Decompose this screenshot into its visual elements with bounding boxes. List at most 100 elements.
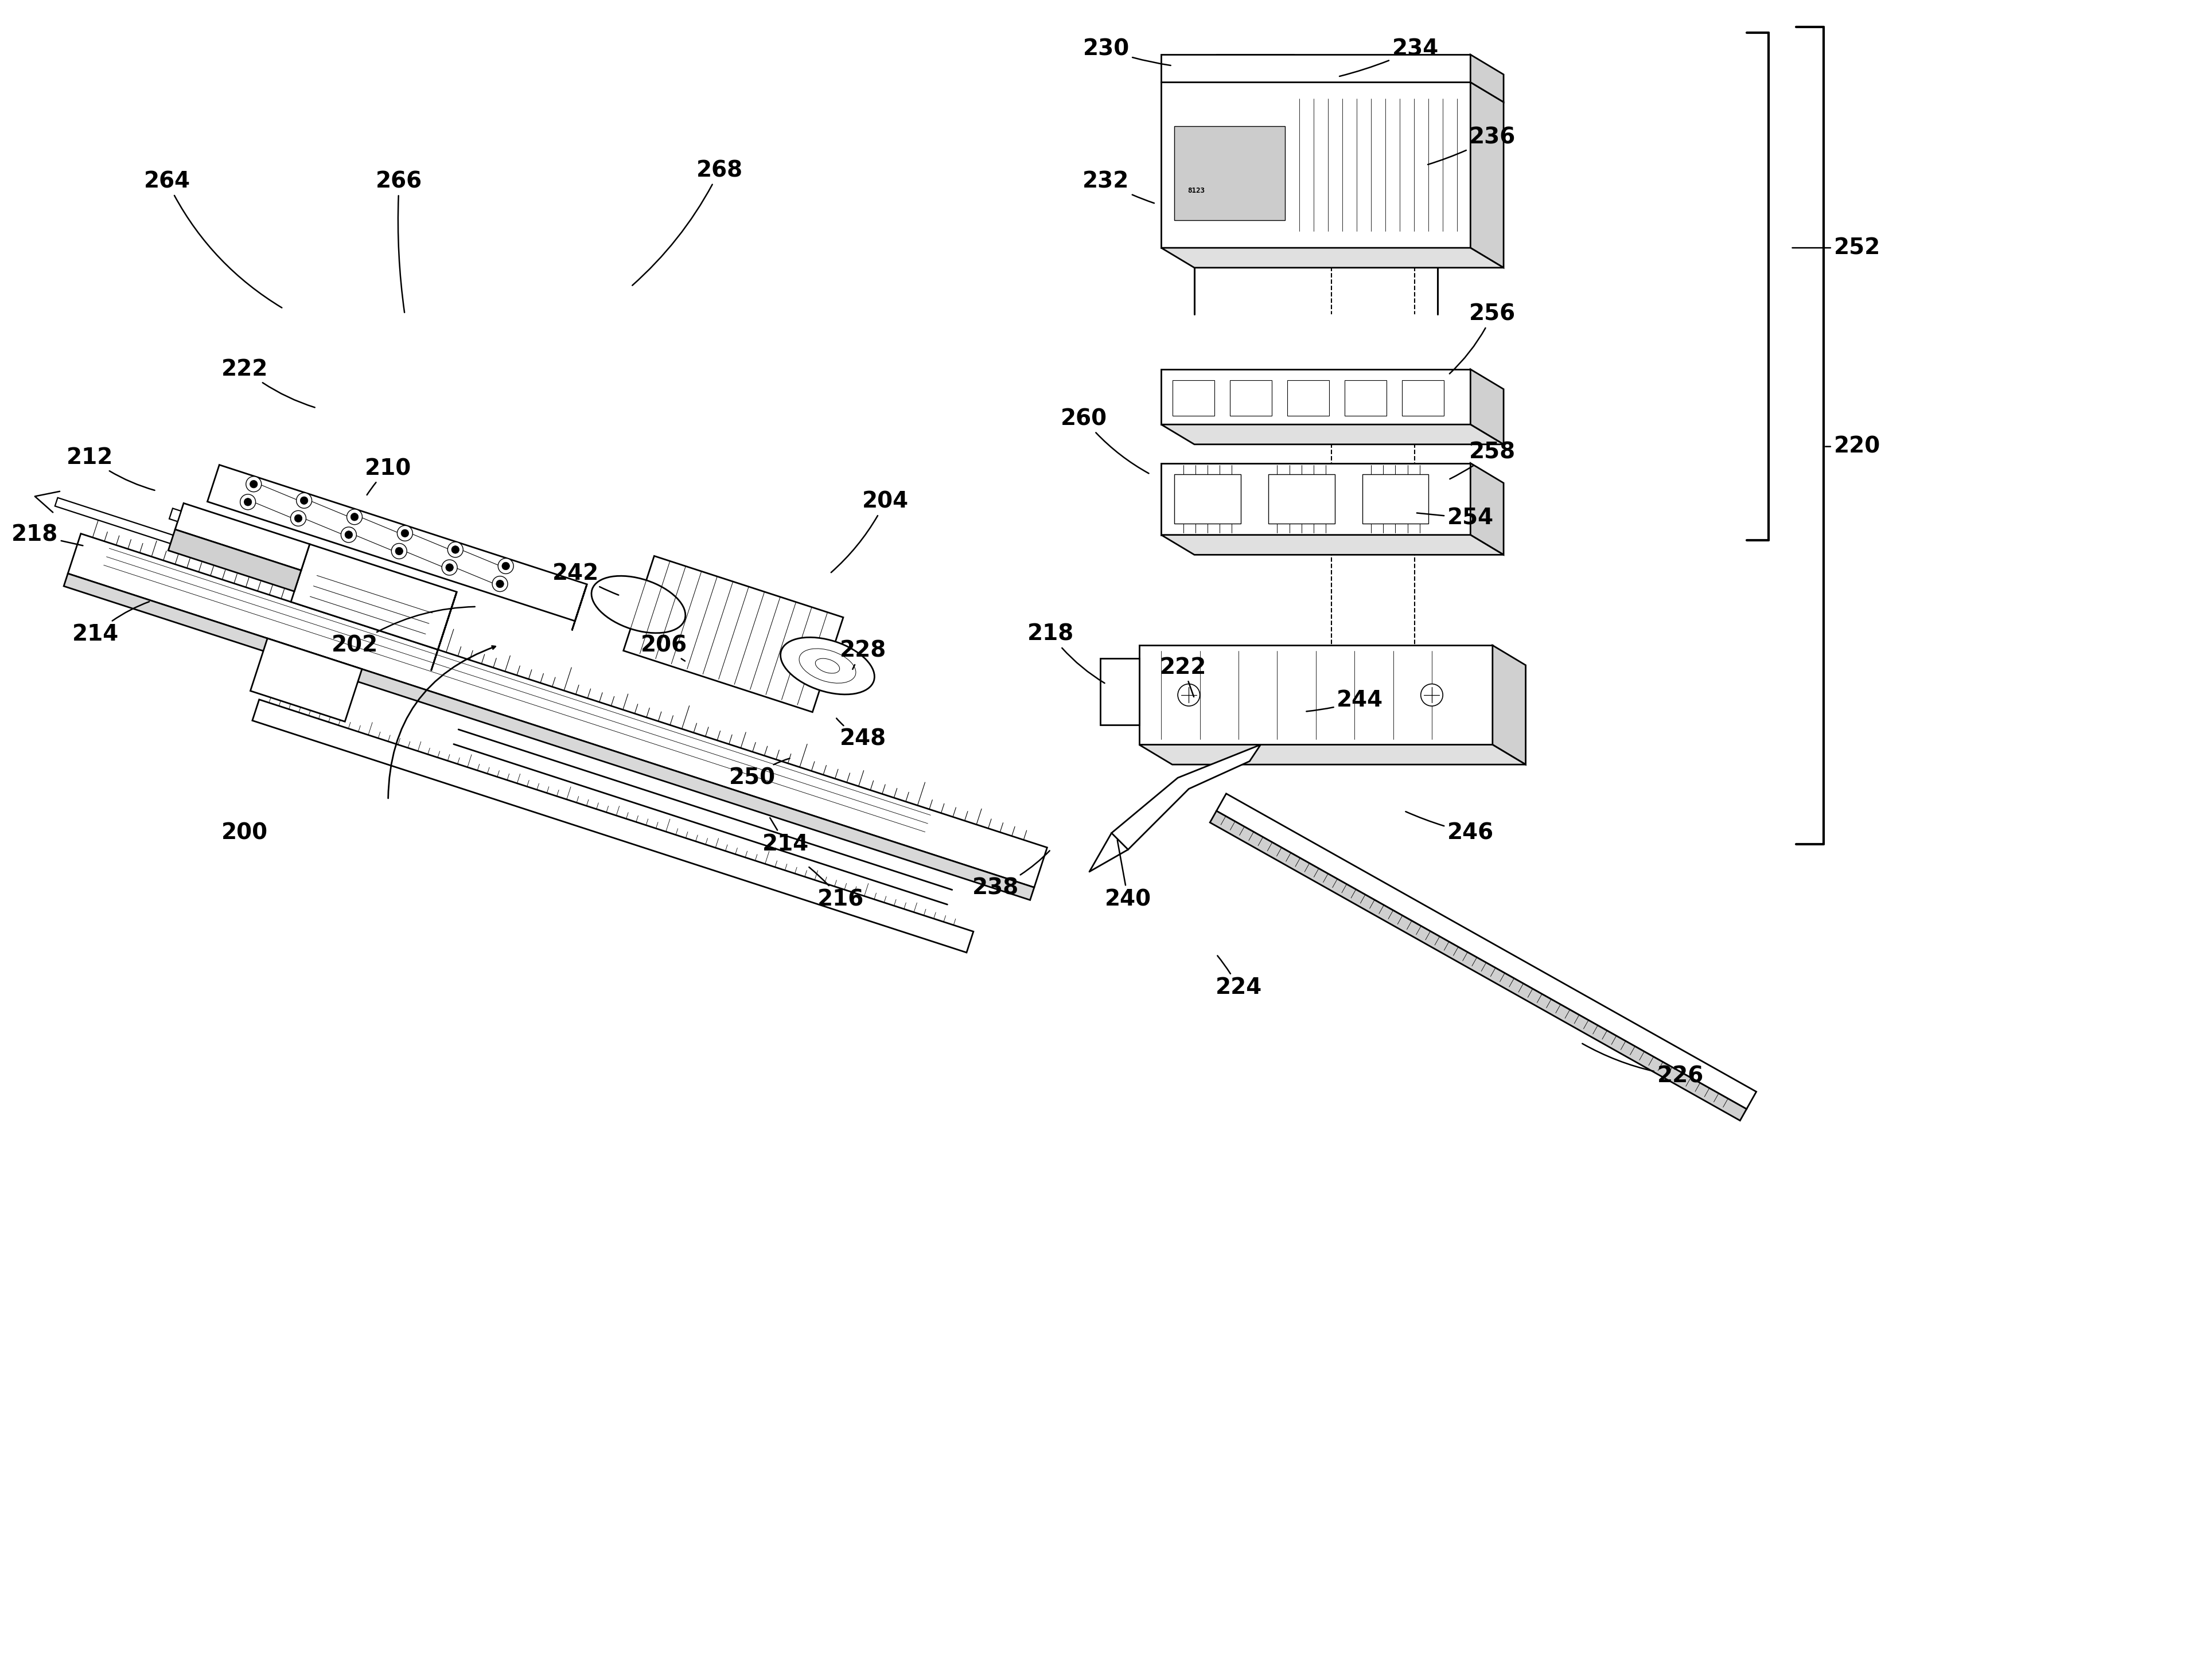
Polygon shape bbox=[1175, 127, 1285, 220]
Text: 254: 254 bbox=[1418, 508, 1493, 530]
Polygon shape bbox=[69, 533, 1046, 888]
Polygon shape bbox=[252, 700, 973, 953]
Text: 212: 212 bbox=[66, 446, 155, 490]
Circle shape bbox=[290, 511, 305, 526]
Circle shape bbox=[1177, 685, 1199, 706]
Polygon shape bbox=[1161, 55, 1471, 82]
Polygon shape bbox=[1172, 380, 1214, 415]
Polygon shape bbox=[1471, 370, 1504, 445]
Ellipse shape bbox=[816, 658, 841, 673]
Text: 250: 250 bbox=[730, 758, 790, 788]
Text: 214: 214 bbox=[763, 818, 810, 855]
Text: 214: 214 bbox=[73, 601, 148, 645]
Circle shape bbox=[498, 558, 513, 573]
Circle shape bbox=[296, 493, 312, 508]
Polygon shape bbox=[1267, 475, 1334, 523]
Polygon shape bbox=[1161, 248, 1504, 268]
Polygon shape bbox=[1471, 82, 1504, 268]
Polygon shape bbox=[1161, 370, 1471, 425]
Polygon shape bbox=[1161, 535, 1504, 555]
Text: 268: 268 bbox=[633, 160, 743, 285]
Text: 248: 248 bbox=[836, 718, 887, 750]
Polygon shape bbox=[573, 585, 586, 630]
Polygon shape bbox=[1139, 645, 1493, 745]
Text: 228: 228 bbox=[841, 640, 887, 670]
Polygon shape bbox=[170, 508, 181, 521]
Polygon shape bbox=[1110, 745, 1261, 850]
Text: 222: 222 bbox=[221, 358, 314, 408]
Text: 200: 200 bbox=[221, 821, 268, 845]
Polygon shape bbox=[1287, 380, 1329, 415]
Text: 224: 224 bbox=[1214, 956, 1261, 998]
Text: 234: 234 bbox=[1340, 38, 1438, 77]
Text: 258: 258 bbox=[1449, 441, 1515, 480]
Text: 256: 256 bbox=[1449, 303, 1515, 373]
Text: 216: 216 bbox=[810, 866, 865, 910]
Circle shape bbox=[341, 526, 356, 543]
Text: 236: 236 bbox=[1427, 127, 1515, 165]
Text: 266: 266 bbox=[376, 170, 422, 313]
Text: 260: 260 bbox=[1060, 408, 1148, 473]
Polygon shape bbox=[250, 638, 363, 721]
Ellipse shape bbox=[591, 576, 686, 633]
Polygon shape bbox=[55, 498, 294, 583]
Polygon shape bbox=[292, 545, 456, 650]
Text: 222: 222 bbox=[1159, 656, 1208, 696]
Text: 204: 204 bbox=[832, 491, 909, 573]
Polygon shape bbox=[1217, 793, 1756, 1110]
Circle shape bbox=[400, 530, 409, 536]
Polygon shape bbox=[64, 573, 1035, 900]
Text: 244: 244 bbox=[1307, 690, 1382, 711]
Polygon shape bbox=[1139, 745, 1526, 765]
Circle shape bbox=[246, 476, 261, 491]
Text: 264: 264 bbox=[144, 170, 281, 308]
Circle shape bbox=[445, 563, 453, 571]
Text: 8123: 8123 bbox=[1188, 187, 1206, 195]
Text: 252: 252 bbox=[1792, 237, 1880, 258]
Circle shape bbox=[301, 496, 307, 505]
Polygon shape bbox=[1493, 645, 1526, 765]
Polygon shape bbox=[1471, 463, 1504, 555]
Text: 202: 202 bbox=[332, 606, 476, 656]
Circle shape bbox=[241, 495, 257, 510]
Circle shape bbox=[396, 546, 403, 555]
Text: 218: 218 bbox=[11, 525, 82, 546]
Text: 238: 238 bbox=[973, 851, 1051, 900]
Polygon shape bbox=[1230, 380, 1272, 415]
Circle shape bbox=[442, 560, 458, 575]
Text: 246: 246 bbox=[1405, 811, 1493, 845]
Circle shape bbox=[345, 531, 352, 538]
Text: 240: 240 bbox=[1104, 840, 1152, 910]
Circle shape bbox=[493, 576, 509, 591]
Circle shape bbox=[495, 580, 504, 588]
Circle shape bbox=[451, 546, 460, 553]
Polygon shape bbox=[1402, 380, 1444, 415]
Circle shape bbox=[352, 513, 358, 521]
Polygon shape bbox=[1161, 425, 1504, 445]
Polygon shape bbox=[1210, 811, 1747, 1121]
Polygon shape bbox=[624, 556, 843, 711]
Circle shape bbox=[347, 510, 363, 525]
Circle shape bbox=[243, 498, 252, 506]
Polygon shape bbox=[431, 591, 456, 671]
Text: 232: 232 bbox=[1082, 170, 1155, 203]
Polygon shape bbox=[168, 530, 301, 591]
Ellipse shape bbox=[781, 638, 874, 695]
Text: 220: 220 bbox=[1825, 436, 1880, 458]
Text: 242: 242 bbox=[553, 563, 619, 595]
Ellipse shape bbox=[799, 648, 856, 683]
Polygon shape bbox=[1102, 658, 1139, 725]
Polygon shape bbox=[1161, 82, 1471, 248]
Circle shape bbox=[502, 561, 509, 570]
Polygon shape bbox=[1217, 55, 1294, 82]
Circle shape bbox=[1420, 685, 1442, 706]
Text: 230: 230 bbox=[1082, 38, 1170, 65]
Polygon shape bbox=[1471, 55, 1504, 102]
Circle shape bbox=[250, 480, 257, 488]
Text: 218: 218 bbox=[1029, 623, 1104, 683]
Polygon shape bbox=[1175, 475, 1241, 523]
Polygon shape bbox=[175, 503, 310, 570]
Circle shape bbox=[294, 515, 303, 521]
Polygon shape bbox=[208, 465, 586, 621]
Circle shape bbox=[392, 543, 407, 558]
